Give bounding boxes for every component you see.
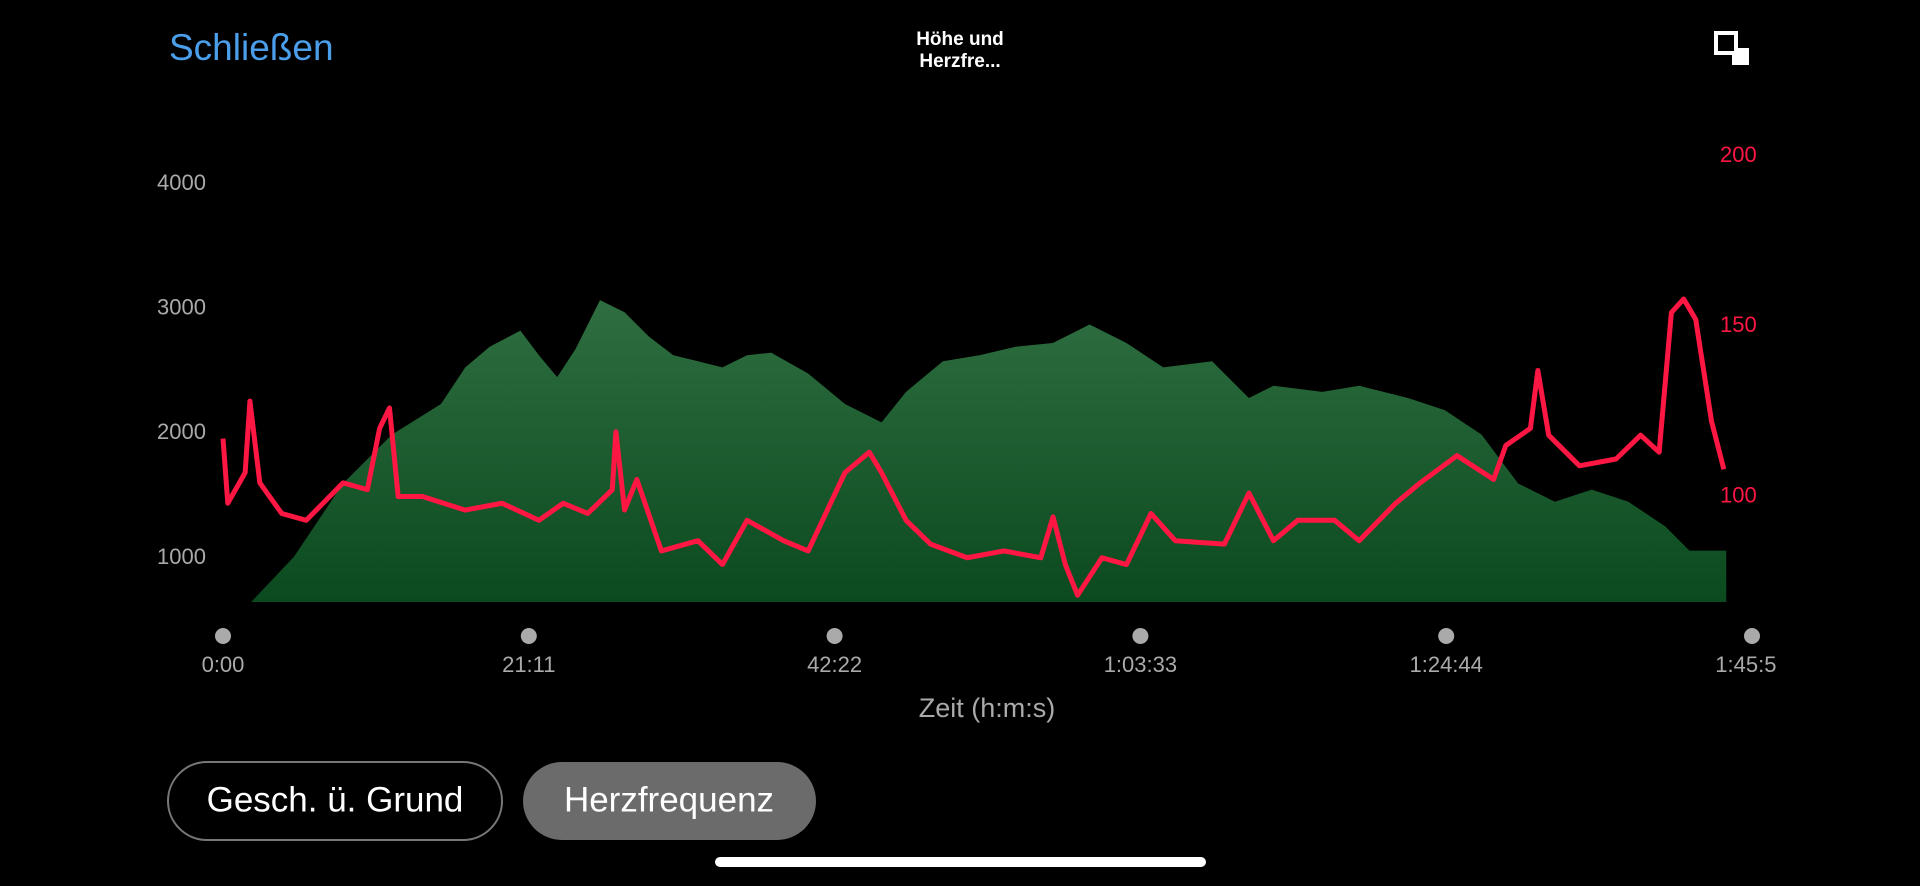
title-line: Höhe und [916,29,1004,50]
x-tick-dot [1744,628,1760,644]
x-tick-dot [215,628,231,644]
close-button[interactable]: Schließen [169,27,334,68]
fullscreen-icon[interactable] [1714,31,1749,65]
x-tick-label: 0:00 [202,652,245,677]
icon-square [1714,31,1738,55]
x-axis: 0:00 21:11 42:22 1:03:33 1:24:44 1:45:55 [202,628,1788,677]
title-line: Herzfre... [919,51,1000,72]
x-tick-dot [1132,628,1149,644]
tab-button[interactable] [167,761,503,841]
y-tick-label: 4000 [157,170,206,195]
x-tick-dot [520,628,537,644]
x-tick-dot [1438,628,1455,644]
y-tick-label: 2000 [157,419,206,444]
heart-rate-line [220,296,1727,598]
altitude-area [223,300,1727,602]
y-tick-label: 3000 [157,295,206,320]
x-tick-label: 1:45:55 [1715,652,1788,677]
home-indicator [715,857,1206,867]
tab-label[interactable]: Herzfrequenz [564,780,774,819]
y2-tick-label: 150 [1720,312,1757,337]
x-tick-label: 21:11 [502,652,555,677]
x-tick-label: 1:03:33 [1104,652,1177,677]
y2-tick-label: 100 [1720,482,1757,507]
y-tick-label: 1000 [157,544,206,569]
plot: 1000 2000 3000 4000 100 150 200 0:00 21:11 42:22 1… [157,142,1788,677]
x-tick-label: 42:22 [807,652,862,677]
x-tick-dot [826,628,843,644]
tab-button-active[interactable] [523,762,816,840]
x-tick-label: 1:24:44 [1409,652,1482,677]
y2-tick-label: 200 [1720,142,1757,167]
x-axis-title: Zeit (h:m:s) [919,693,1056,723]
tab-label[interactable]: Gesch. ü. Grund [207,780,464,819]
